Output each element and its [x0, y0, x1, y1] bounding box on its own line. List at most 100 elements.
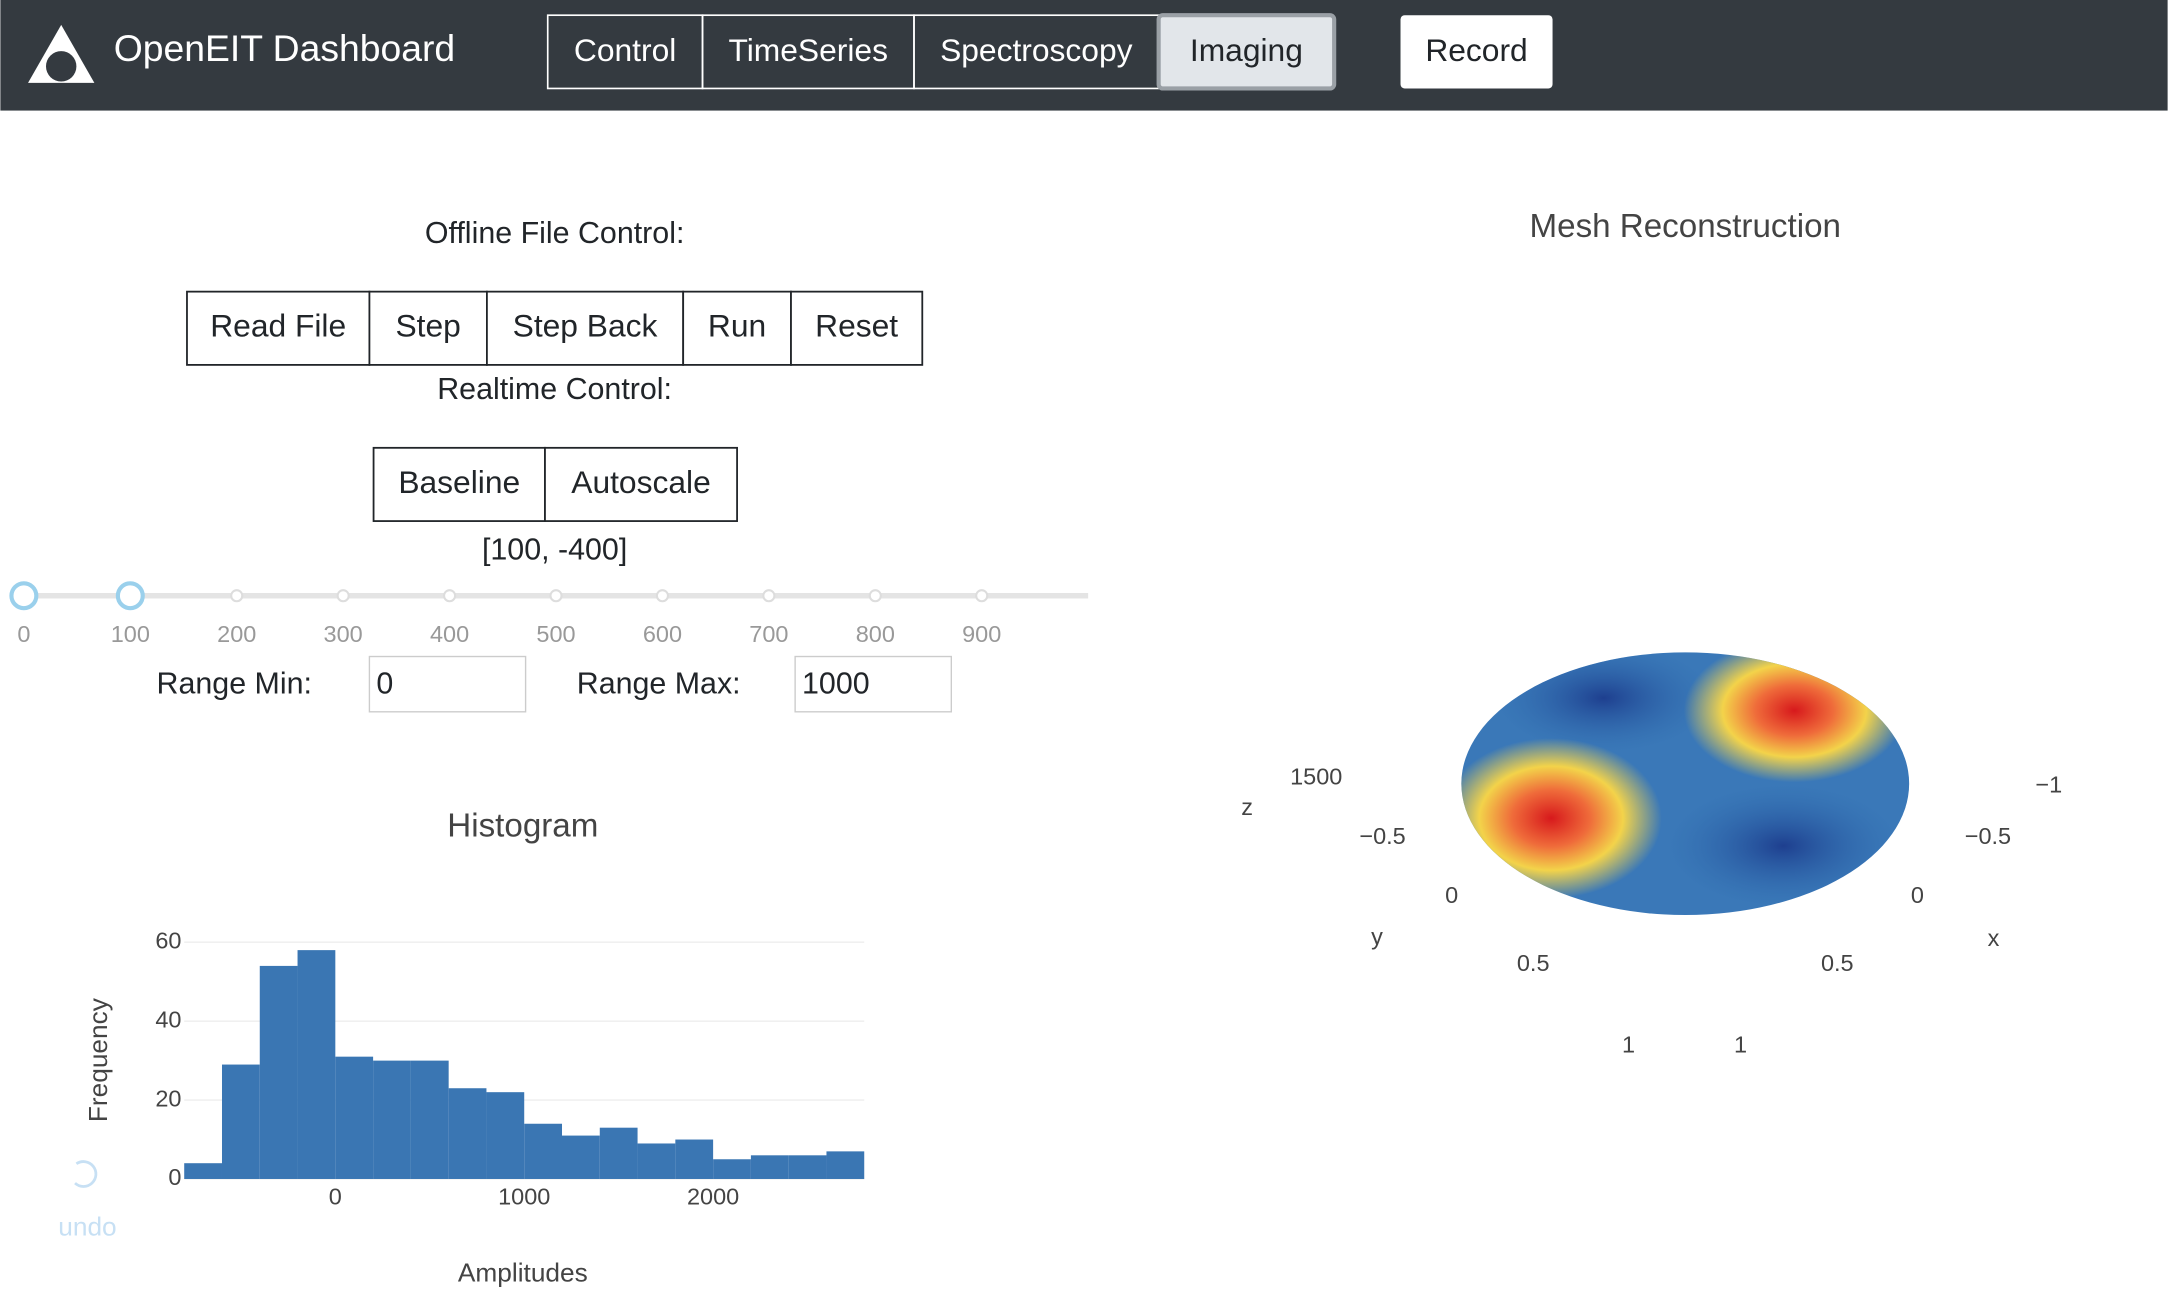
cold-region: [1493, 652, 1715, 754]
offline-title: Offline File Control:: [425, 216, 685, 250]
y-tick-label: 0: [168, 1164, 181, 1190]
mesh-title: Mesh Reconstruction: [1530, 208, 1841, 245]
bar[interactable]: [184, 1163, 222, 1179]
slider-tick: [655, 589, 670, 603]
bar[interactable]: [637, 1143, 676, 1179]
slider-tick: [975, 589, 989, 603]
bar[interactable]: [373, 1060, 411, 1179]
x-tick-label: 1000: [498, 1184, 550, 1210]
tab-label[interactable]: Imaging: [1190, 32, 1303, 68]
record-button[interactable]: [1400, 15, 1553, 89]
realtime-title: Realtime Control:: [437, 372, 672, 406]
range-min-value[interactable]: 0: [376, 667, 393, 701]
button[interactable]: [372, 446, 546, 522]
slider-tick-label: 900: [962, 621, 1001, 647]
bar[interactable]: [221, 1064, 260, 1179]
button-label[interactable]: Run: [708, 308, 766, 344]
button-label[interactable]: Baseline: [398, 464, 520, 500]
bar[interactable]: [486, 1092, 525, 1179]
realtime-buttons: Baseline Autoscale: [372, 446, 738, 522]
bar[interactable]: [599, 1127, 638, 1179]
slider-tick-label: 800: [856, 621, 895, 647]
bar[interactable]: [675, 1139, 714, 1179]
range-max-label: Range Max:: [577, 667, 741, 701]
undo-label[interactable]: undo: [58, 1212, 116, 1242]
slider-tick-label: 600: [643, 621, 682, 647]
x-tick: 0.5: [1821, 950, 1854, 976]
x-tick-label: 2000: [687, 1184, 739, 1210]
y-tick-label: 40: [155, 1006, 181, 1032]
slider-tick-label: 100: [111, 621, 150, 647]
range-max-input[interactable]: [794, 655, 953, 713]
y-axis-label: Frequency: [83, 997, 113, 1122]
slider-value: [100, -400]: [482, 533, 627, 567]
bar[interactable]: [788, 1155, 827, 1179]
button[interactable]: [486, 290, 685, 366]
hot-region: [1461, 738, 1662, 899]
slider-tick: [443, 589, 457, 603]
y-tick: −0.5: [1359, 823, 1405, 849]
mesh-surface[interactable]: [1441, 639, 1910, 915]
slider-tick-label: 400: [430, 621, 469, 647]
button-label[interactable]: Reset: [815, 308, 898, 344]
slider-tick-label: 300: [324, 621, 363, 647]
tab-label[interactable]: Spectroscopy: [940, 32, 1133, 68]
range-min-label: Range Min:: [157, 667, 312, 701]
y-tick: 0: [1445, 882, 1458, 908]
slider-tick-label: 700: [749, 621, 788, 647]
slider-tick: [230, 589, 244, 603]
button[interactable]: [186, 290, 371, 366]
bar[interactable]: [297, 950, 336, 1179]
y-tick-label: 60: [155, 927, 181, 953]
histogram-title: Histogram: [447, 808, 598, 845]
hot-region: [1683, 652, 1906, 783]
brand[interactable]: OpenEIT Dashboard: [114, 27, 455, 69]
button-label[interactable]: Read File: [210, 308, 346, 344]
range-max-value[interactable]: 1000: [802, 667, 870, 701]
button-label[interactable]: Step Back: [513, 308, 658, 344]
slider-tick-label: 500: [536, 621, 575, 647]
button-label[interactable]: Step: [395, 308, 460, 344]
histogram: 0 20 40 60 0 1000 2000: [155, 927, 865, 1210]
slider-tick-label: 0: [17, 621, 30, 647]
record-label[interactable]: Record: [1425, 32, 1527, 68]
offline-buttons: Read File Step Step Back Run Reset: [186, 290, 924, 366]
slider-handle[interactable]: [115, 581, 145, 611]
bar[interactable]: [562, 1135, 600, 1179]
navbar: [0, 0, 2168, 111]
x-tick: −0.5: [1965, 823, 2011, 849]
x-tick: 1: [1734, 1032, 1747, 1058]
slider-tick: [336, 589, 350, 603]
bar[interactable]: [524, 1123, 563, 1179]
button[interactable]: [544, 446, 738, 522]
y-tick: 0.5: [1517, 950, 1550, 976]
x-axis-label: Amplitudes: [458, 1257, 588, 1287]
button-label[interactable]: Autoscale: [571, 464, 711, 500]
bar[interactable]: [410, 1060, 449, 1179]
y-tick-label: 20: [155, 1085, 181, 1111]
x-tick: 0: [1911, 882, 1924, 908]
cold-region: [1665, 783, 1901, 909]
y-tick: 1: [1622, 1032, 1635, 1058]
range-min-input[interactable]: [368, 655, 527, 713]
slider-tick: [762, 589, 776, 603]
bar[interactable]: [259, 965, 298, 1179]
undo-icon[interactable]: [74, 1160, 98, 1188]
tab-group: Control TimeSeries Spectroscopy Imaging: [546, 13, 1337, 91]
tab-label[interactable]: TimeSeries: [729, 32, 888, 68]
y-axis-label: y: [1371, 924, 1383, 950]
slider-handle[interactable]: [9, 581, 39, 611]
bar[interactable]: [750, 1155, 789, 1179]
bar[interactable]: [713, 1159, 751, 1179]
x-axis-label: x: [1988, 925, 2000, 951]
bar[interactable]: [826, 1151, 865, 1179]
bar[interactable]: [448, 1088, 487, 1179]
tab[interactable]: [1156, 13, 1337, 91]
button[interactable]: [682, 290, 792, 366]
bar[interactable]: [335, 1056, 374, 1179]
slider-tick-label: 200: [217, 621, 256, 647]
tab-label[interactable]: Control: [574, 32, 676, 68]
slider[interactable]: 0 100 200 300 400 500 600 700 800 900: [9, 581, 1089, 647]
button[interactable]: [790, 290, 924, 366]
